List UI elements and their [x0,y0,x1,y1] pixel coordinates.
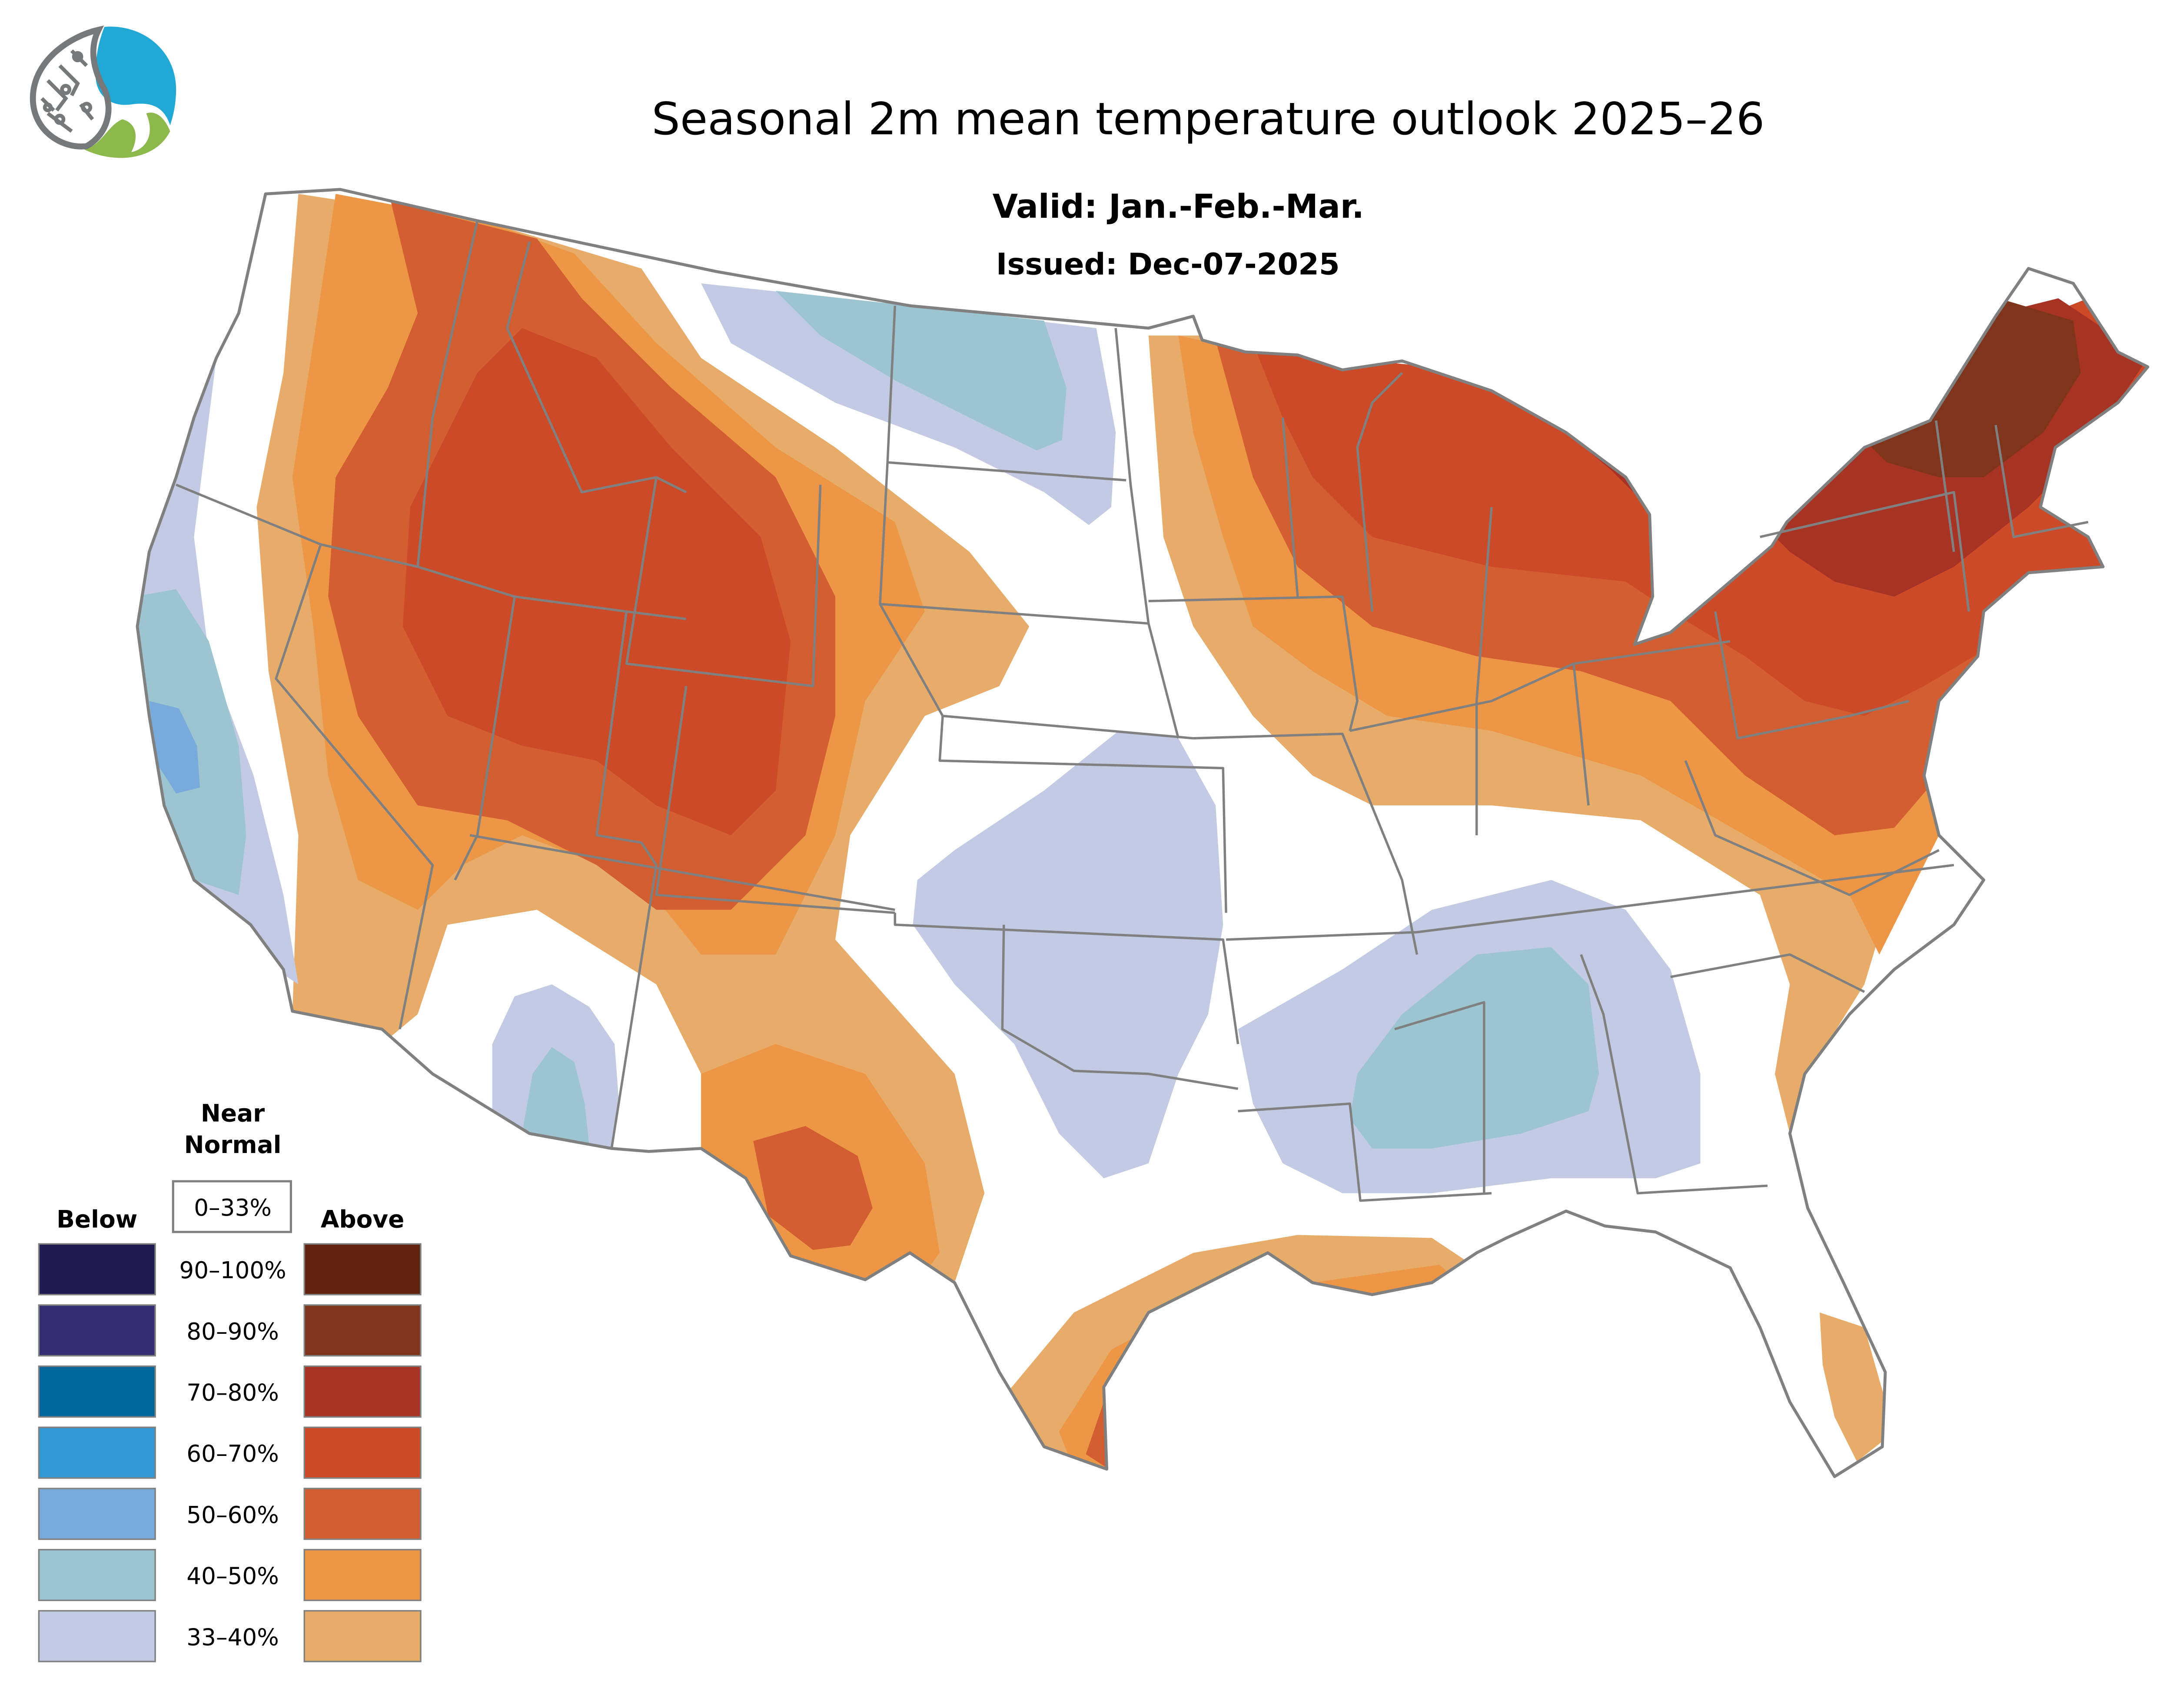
legend-swatch-above [303,1548,422,1602]
legend-swatch-above [303,1304,422,1357]
logo-leaf-icon [83,113,170,158]
legend-swatch-above [303,1488,422,1540]
legend-range-label: 50–60% [186,1502,279,1529]
legend-swatch-above [303,1610,422,1662]
valid-period: Valid: Jan.-Feb.-Mar. [993,187,1364,226]
contour-se-below-40-50 [1349,947,1599,1149]
legend-range-label: 70–80% [186,1379,279,1406]
logo-circuit-traces-icon [40,49,94,133]
contour-tx-above-50-60 [753,1126,873,1250]
legend-swatch-above [303,1243,422,1296]
legend-swatch-below [38,1610,156,1662]
legend-below-title: Below [56,1205,137,1233]
organization-logo [30,25,176,158]
legend-swatch-below [38,1365,156,1418]
legend-swatch-below [38,1304,156,1357]
legend-near-normal-range: 0–33% [194,1194,272,1221]
contour-east-above-80-90 [1864,298,2081,478]
legend-swatch-below [38,1426,156,1479]
legend-range-label: 33–40% [186,1624,279,1651]
legend-range-label: 60–70% [186,1440,279,1467]
legend-above-title: Above [321,1205,405,1233]
legend-range-label: 80–90% [186,1318,279,1345]
logo-water-drop-icon [95,27,176,126]
contour-ca-below-50-60 [149,701,200,794]
legend-range-label: 90–100% [179,1257,286,1284]
legend-near-normal-swatch [172,1180,292,1233]
legend-swatch-above [303,1365,422,1418]
state-borders [176,220,2089,1202]
legend-swatch-below [38,1488,156,1540]
logo-circuit-drop-icon [30,25,112,150]
contour-az-below-40-50 [522,1047,589,1146]
legend-rows: 90–100% 80–90% 70–80% 60–70% 50–60% 40–50% 33–… [38,1243,422,1662]
legend-swatch-above [303,1426,422,1479]
legend-swatch-below [38,1548,156,1602]
legend-swatch-below [38,1243,156,1296]
legend-near-normal-title-line2: Normal [184,1131,282,1159]
legend-near-normal-title-line1: Near [201,1100,265,1127]
contour-nplains-below-40-50 [775,291,1067,451]
issued-date: Issued: Dec-07-2025 [996,247,1340,282]
contour-west-above-60-70 [402,328,791,835]
contour-splains-below-33-40 [913,731,1223,1179]
us-map [131,189,2173,1480]
figure-title: Seasonal 2m mean temperature outlook 202… [652,93,1765,145]
legend-range-label: 40–50% [186,1563,279,1590]
legend: Near Normal 0–33% Below Above 90–100% 80–… [38,1100,422,1662]
